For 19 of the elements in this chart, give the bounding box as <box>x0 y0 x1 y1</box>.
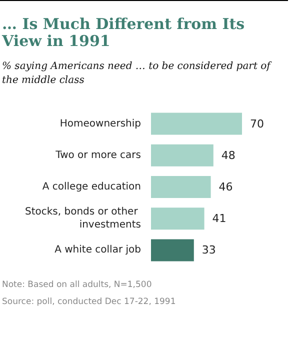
text: Note: Based on all adults, N=1,500 <box>2 280 153 290</box>
data-label: 70 <box>250 117 264 130</box>
bar <box>151 144 214 166</box>
data-label: 48 <box>221 148 236 162</box>
chart-subtitle: % saying Americans need … to be considered part of the middle class <box>2 60 273 88</box>
bar <box>151 112 242 135</box>
y-tick-label: Stocks, bonds or other investments <box>24 206 141 231</box>
chart-title: … Is Much Different from Its View in 1991 <box>2 15 246 50</box>
bar <box>151 208 204 230</box>
y-tick-label: A college education <box>42 182 141 192</box>
bar <box>151 239 194 262</box>
y-tick-label: Two or more cars <box>54 150 141 161</box>
data-label: 46 <box>218 180 233 194</box>
source-note: Source: poll, conducted Dec 17-22, 1991 <box>2 297 177 307</box>
y-tick-label: Homeownership <box>60 118 141 130</box>
data-label: 41 <box>212 212 226 226</box>
bar <box>151 176 211 198</box>
data-label: 33 <box>202 244 216 257</box>
y-tick-label: A white collar job <box>54 244 141 256</box>
